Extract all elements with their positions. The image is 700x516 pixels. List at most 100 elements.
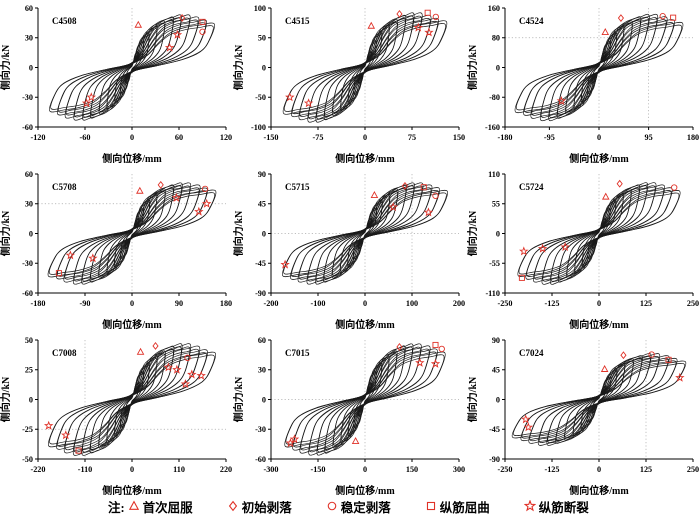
x-tick-label: 0: [130, 133, 134, 142]
star-marker-icon: [86, 92, 96, 102]
hysteresis-loop: [557, 19, 641, 116]
triangle-icon: [128, 500, 139, 510]
triangle-marker-icon: [136, 186, 144, 194]
hysteresis-loop: [526, 190, 672, 277]
hysteresis-loop: [282, 189, 448, 278]
x-tick-label: 180: [687, 133, 699, 142]
y-tick-label: 110: [488, 170, 500, 179]
star-marker-icon: [424, 27, 434, 37]
diamond-marker-icon: [179, 13, 186, 22]
x-tick-label: 250: [687, 299, 699, 308]
hysteresis-loop: [57, 352, 207, 447]
hysteresis-loop: [353, 372, 377, 427]
hysteresis-loop: [73, 14, 191, 121]
star-icon: [523, 500, 536, 512]
x-tick-label: 95: [645, 133, 653, 142]
hysteresis-loop: [47, 189, 217, 278]
y-tick-label: 30: [25, 200, 33, 209]
x-axis-title: 侧向位移/mm: [569, 484, 629, 497]
chart-canvas-C7024: -250 -125 0 125 250 -90 -45 0 45 90 C7024 侧向位移/mm 侧向…: [467, 336, 699, 497]
x-tick-label: -150: [263, 133, 278, 142]
diamond-marker-icon: [152, 342, 159, 350]
hysteresis-loop: [324, 18, 406, 117]
legend-item-stable-spalling: 稳定剥落: [326, 497, 391, 516]
x-tick-label: 100: [406, 299, 418, 308]
hysteresis-loop: [587, 209, 611, 258]
y-tick-label: 45: [492, 366, 500, 375]
diamond-marker-icon: [401, 181, 409, 190]
chart-canvas-C4524: -180 -95 0 95 180 -160 -80 0 80 160 C4524 侧向位移/mm 侧向…: [467, 4, 699, 165]
hysteresis-loop: [513, 362, 685, 437]
square-marker-icon: [518, 274, 525, 281]
hysteresis-loop: [291, 189, 439, 278]
x-tick-label: 250: [687, 465, 699, 474]
star-marker-icon: [43, 420, 54, 430]
hysteresis-loop: [98, 350, 166, 449]
hysteresis-loop: [90, 348, 174, 451]
diamond-icon: [228, 500, 237, 512]
y-tick-label: -110: [485, 289, 500, 298]
star-marker-icon: [523, 422, 534, 432]
x-tick-label: 0: [597, 465, 601, 474]
y-tick-label: -90: [255, 289, 266, 298]
star-marker-icon: [180, 379, 191, 389]
y-axis-title: 侧向力/kN: [233, 210, 245, 256]
triangle-marker-icon: [367, 21, 376, 29]
y-tick-label: -30: [22, 259, 33, 268]
legend-label-stable-spalling: 稳定剥落: [340, 500, 391, 515]
triangle-marker-icon: [351, 437, 360, 444]
y-tick-label: 60: [25, 170, 33, 179]
specimen-label: C5724: [519, 182, 544, 192]
diamond-marker-icon: [157, 180, 164, 189]
specimen-label: C5715: [285, 182, 310, 192]
specimen-label: C5708: [52, 182, 77, 192]
x-tick-label: -150: [310, 465, 325, 474]
specimen-label: C4515: [285, 16, 310, 26]
star-marker-icon: [519, 246, 529, 256]
legend-prefix: 注:: [108, 500, 125, 515]
hysteresis-loop: [517, 190, 681, 277]
x-axis-title: 侧向位移/mm: [102, 484, 162, 497]
y-tick-label: 160: [488, 4, 500, 13]
legend-item-initial-spalling: 初始剥落: [227, 497, 292, 516]
y-tick-label: 50: [25, 336, 33, 345]
star-marker-icon: [537, 243, 548, 253]
y-axis-title: 侧向力/kN: [0, 44, 12, 90]
y-tick-label: 90: [492, 336, 500, 345]
square-marker-icon: [75, 447, 82, 454]
star-marker-icon: [285, 438, 296, 448]
y-tick-label: -25: [22, 425, 33, 434]
x-axis-title: 侧向位移/mm: [569, 318, 629, 331]
chart-canvas-C7008: -220 -110 0 110 220 -50 -25 0 25 50 C7008 侧向位移/mm 侧向…: [0, 336, 232, 497]
square-marker-icon: [424, 9, 431, 16]
x-tick-label: 220: [220, 465, 232, 474]
y-tick-label: 80: [492, 34, 500, 43]
y-tick-label: 0: [496, 229, 500, 238]
x-tick-label: 0: [130, 465, 134, 474]
triangle-icon: [128, 500, 139, 510]
hysteresis-loop: [324, 348, 406, 451]
x-tick-label: 0: [597, 299, 601, 308]
star-marker-icon: [675, 372, 685, 382]
chart-C4508: -120 -60 0 60 120 -60 -30 0 30 60 C4508 侧向位移/mm 侧向力/…: [0, 0, 233, 166]
hysteresis-loop: [283, 192, 447, 275]
hysteresis-loop: [82, 185, 182, 282]
y-axis-title: 侧向力/kN: [0, 210, 12, 256]
x-tick-label: 0: [597, 133, 601, 142]
x-tick-label: 60: [175, 133, 183, 142]
diamond-marker-icon: [396, 343, 403, 351]
x-axis-title: 侧向位移/mm: [102, 318, 162, 331]
hysteresis-loop: [558, 187, 640, 280]
hysteresis-loop: [316, 15, 414, 120]
x-tick-label: 110: [173, 465, 185, 474]
y-tick-label: 0: [262, 229, 266, 238]
x-tick-label: 180: [220, 299, 232, 308]
chart-C5715: -200 -100 0 100 200 -90 -45 0 45 90 C5715 侧向位移/mm 侧向…: [233, 166, 467, 332]
star-marker-icon: [388, 202, 398, 212]
square-marker-icon: [670, 14, 677, 21]
star-marker-icon: [164, 42, 175, 52]
y-tick-label: 30: [25, 34, 33, 43]
hysteresis-loop: [555, 357, 643, 442]
legend-item-bar-buckling: 纵筋屈曲: [425, 497, 490, 516]
